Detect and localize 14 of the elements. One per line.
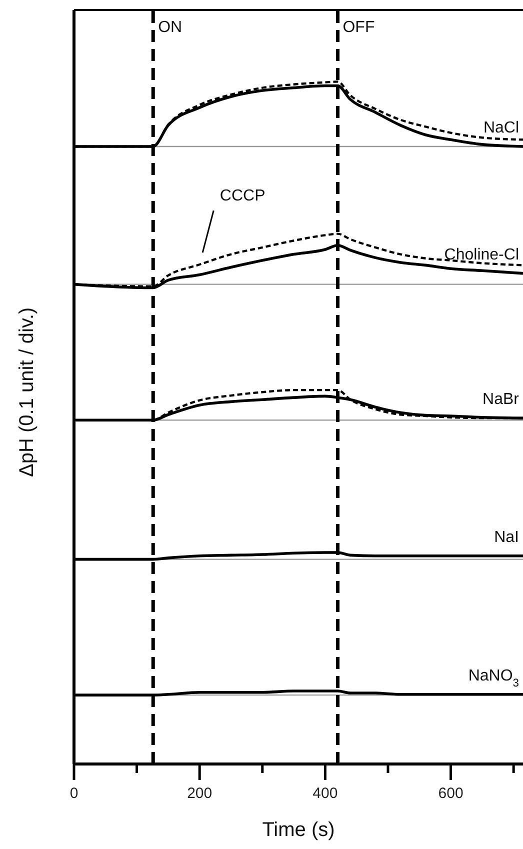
series-label: NaBr [482,391,520,408]
ref-line-label: ON [158,19,182,36]
text: CCCP [220,188,266,205]
series-label: Choline-Cl [444,246,519,264]
series-label: NaI [494,528,519,546]
x-tick-label: 400 [312,785,338,802]
y-axis-title: ΔpH (0.1 unit / div.) [16,307,38,477]
series-label: NaCl [483,119,519,136]
x-tick-label: 0 [70,785,78,802]
x-tick-label: 200 [187,785,212,802]
x-axis-title: Time (s) [262,819,335,841]
ref-line-label: OFF [342,19,375,36]
x-tick-label: 600 [438,785,464,802]
series-label: NaNO$_{3}$ [468,667,519,690]
